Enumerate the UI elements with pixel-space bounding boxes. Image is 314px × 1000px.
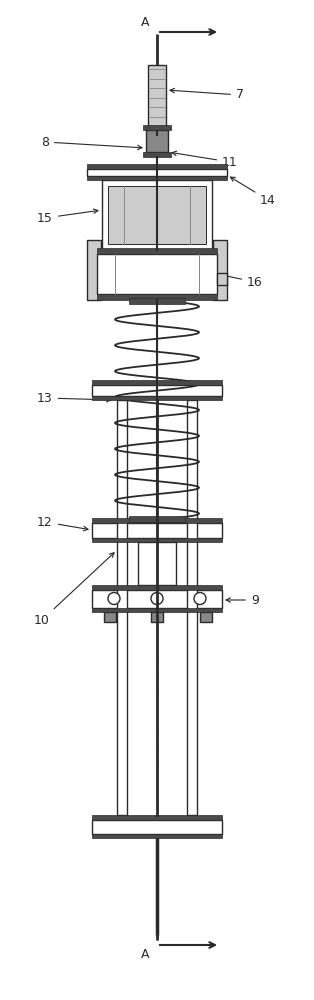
Bar	[200, 612, 212, 622]
Bar	[129, 516, 185, 522]
Text: 8: 8	[41, 135, 142, 150]
Bar	[151, 612, 163, 622]
Circle shape	[151, 592, 163, 604]
Circle shape	[108, 592, 120, 604]
Bar	[92, 608, 222, 612]
Text: 13: 13	[37, 391, 111, 404]
Bar	[97, 254, 217, 294]
Bar	[143, 125, 171, 130]
Bar	[92, 518, 222, 523]
Circle shape	[194, 592, 206, 604]
Bar	[143, 152, 171, 157]
Text: 14: 14	[230, 177, 276, 207]
Bar	[92, 834, 222, 838]
Bar	[92, 538, 222, 542]
Bar	[87, 164, 227, 169]
Bar	[92, 815, 222, 820]
Bar	[92, 820, 222, 834]
Bar	[97, 294, 217, 300]
Bar	[117, 400, 127, 815]
Bar	[146, 130, 168, 152]
Text: 12: 12	[37, 516, 88, 531]
Text: 16: 16	[221, 274, 263, 288]
Bar	[102, 180, 212, 250]
Bar	[138, 542, 176, 585]
Bar	[87, 169, 227, 176]
Bar	[92, 380, 222, 385]
Bar	[187, 400, 197, 815]
Bar	[87, 176, 227, 180]
Bar	[97, 248, 217, 254]
Text: 9: 9	[226, 593, 259, 606]
Bar	[148, 65, 166, 130]
Bar	[92, 585, 222, 590]
Text: A: A	[140, 948, 149, 961]
Text: 10: 10	[34, 553, 114, 626]
Bar	[87, 240, 101, 300]
Bar	[129, 298, 185, 304]
Bar	[104, 612, 116, 622]
Bar	[213, 240, 227, 300]
Text: 11: 11	[172, 151, 238, 168]
Text: 15: 15	[37, 209, 98, 225]
Text: 7: 7	[170, 88, 244, 102]
Bar	[217, 273, 227, 285]
Text: A: A	[140, 16, 149, 29]
Bar	[108, 186, 206, 244]
Bar	[92, 590, 222, 608]
Bar	[92, 385, 222, 396]
Bar	[92, 396, 222, 400]
Bar	[92, 523, 222, 538]
